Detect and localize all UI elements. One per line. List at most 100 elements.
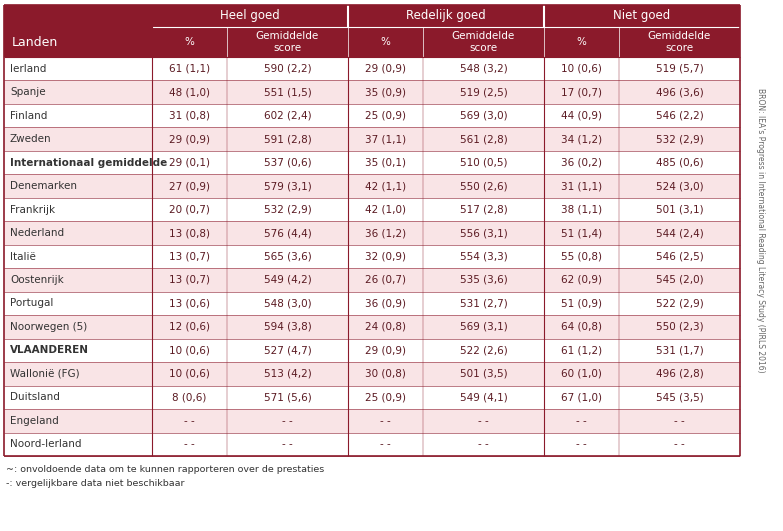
Text: %: % [576, 37, 586, 47]
Text: 569 (3,1): 569 (3,1) [460, 322, 507, 332]
Text: Ierland: Ierland [10, 64, 46, 74]
Bar [4, 5, 152, 57]
Text: 590 (2,2): 590 (2,2) [264, 64, 312, 74]
Bar [4, 268, 740, 292]
Bar [227, 27, 348, 57]
Text: 17 (0,7): 17 (0,7) [561, 87, 602, 97]
Text: Portugal: Portugal [10, 298, 53, 309]
Text: - -: - - [576, 416, 587, 426]
Text: 12 (0,6): 12 (0,6) [169, 322, 210, 332]
Text: 42 (1,1): 42 (1,1) [365, 181, 406, 191]
Text: 31 (1,1): 31 (1,1) [561, 181, 602, 191]
Bar [4, 386, 740, 409]
Text: 48 (1,0): 48 (1,0) [169, 87, 210, 97]
Text: Spanje: Spanje [10, 87, 45, 97]
Text: 25 (0,9): 25 (0,9) [365, 392, 406, 402]
Text: Internationaal gemiddelde: Internationaal gemiddelde [10, 158, 168, 168]
Text: 10 (0,6): 10 (0,6) [169, 345, 210, 355]
Bar [4, 127, 740, 151]
Text: - -: - - [478, 439, 489, 449]
Text: - -: - - [576, 439, 587, 449]
Text: 60 (1,0): 60 (1,0) [561, 369, 602, 379]
Bar [4, 57, 740, 81]
Text: Gemiddelde
score: Gemiddelde score [648, 31, 711, 53]
Text: 545 (3,5): 545 (3,5) [655, 392, 703, 402]
Text: Nederland: Nederland [10, 228, 64, 238]
Text: 594 (3,8): 594 (3,8) [264, 322, 312, 332]
Bar [4, 292, 740, 315]
Text: 51 (1,4): 51 (1,4) [561, 228, 602, 238]
Text: - -: - - [674, 439, 685, 449]
Text: 8 (0,6): 8 (0,6) [172, 392, 207, 402]
Text: Heel goed: Heel goed [220, 10, 280, 22]
Text: %: % [381, 37, 391, 47]
Text: 37 (1,1): 37 (1,1) [365, 134, 406, 144]
Bar [423, 27, 544, 57]
Text: 535 (3,6): 535 (3,6) [460, 275, 507, 285]
Text: - -: - - [380, 439, 391, 449]
Text: 61 (1,2): 61 (1,2) [561, 345, 602, 355]
Text: Redelijk goed: Redelijk goed [406, 10, 486, 22]
Text: 25 (0,9): 25 (0,9) [365, 110, 406, 121]
Text: Gemiddelde
score: Gemiddelde score [256, 31, 319, 53]
Text: 513 (4,2): 513 (4,2) [264, 369, 312, 379]
Text: 591 (2,8): 591 (2,8) [264, 134, 312, 144]
Text: 545 (2,0): 545 (2,0) [655, 275, 703, 285]
Bar [4, 81, 740, 104]
Text: 32 (0,9): 32 (0,9) [365, 252, 406, 261]
Text: 29 (0,9): 29 (0,9) [365, 345, 406, 355]
Text: 44 (0,9): 44 (0,9) [561, 110, 602, 121]
Bar [348, 27, 423, 57]
Bar [4, 409, 740, 433]
Text: 30 (0,8): 30 (0,8) [365, 369, 406, 379]
Text: 13 (0,7): 13 (0,7) [169, 275, 210, 285]
Text: 569 (3,0): 569 (3,0) [460, 110, 507, 121]
Text: 531 (1,7): 531 (1,7) [655, 345, 703, 355]
Text: 549 (4,1): 549 (4,1) [460, 392, 507, 402]
Text: 550 (2,6): 550 (2,6) [460, 181, 507, 191]
Text: 519 (2,5): 519 (2,5) [460, 87, 507, 97]
Text: - -: - - [380, 416, 391, 426]
Text: 42 (1,0): 42 (1,0) [365, 204, 406, 215]
Text: -: vergelijkbare data niet beschikbaar: -: vergelijkbare data niet beschikbaar [6, 479, 185, 488]
Text: 554 (3,3): 554 (3,3) [460, 252, 507, 261]
Text: Landen: Landen [12, 36, 58, 48]
Text: Wallonië (FG): Wallonië (FG) [10, 369, 80, 379]
Text: 10 (0,6): 10 (0,6) [561, 64, 602, 74]
Text: 51 (0,9): 51 (0,9) [561, 298, 602, 309]
Bar [4, 362, 740, 386]
Text: Zweden: Zweden [10, 134, 52, 144]
Text: 551 (1,5): 551 (1,5) [264, 87, 312, 97]
Text: 62 (0,9): 62 (0,9) [561, 275, 602, 285]
Bar [4, 339, 740, 362]
Text: - -: - - [282, 416, 293, 426]
Text: 561 (2,8): 561 (2,8) [460, 134, 507, 144]
Text: 546 (2,5): 546 (2,5) [655, 252, 703, 261]
Text: 36 (0,2): 36 (0,2) [561, 158, 602, 168]
Text: Denemarken: Denemarken [10, 181, 77, 191]
Text: Noorwegen (5): Noorwegen (5) [10, 322, 87, 332]
Text: Gemiddelde
score: Gemiddelde score [452, 31, 515, 53]
Text: 34 (1,2): 34 (1,2) [561, 134, 602, 144]
Text: 549 (4,2): 549 (4,2) [264, 275, 312, 285]
Text: - -: - - [478, 416, 489, 426]
Text: 532 (2,9): 532 (2,9) [264, 204, 312, 215]
Text: 501 (3,1): 501 (3,1) [655, 204, 703, 215]
Text: ~: onvoldoende data om te kunnen rapporteren over de prestaties: ~: onvoldoende data om te kunnen rapport… [6, 465, 324, 474]
Bar [4, 174, 740, 198]
Text: 522 (2,6): 522 (2,6) [460, 345, 507, 355]
Text: 38 (1,1): 38 (1,1) [561, 204, 602, 215]
Text: 602 (2,4): 602 (2,4) [264, 110, 312, 121]
Text: 35 (0,1): 35 (0,1) [365, 158, 406, 168]
Text: Finland: Finland [10, 110, 48, 121]
Bar [4, 433, 740, 456]
Bar [348, 5, 544, 27]
Text: 61 (1,1): 61 (1,1) [169, 64, 210, 74]
Text: 36 (1,2): 36 (1,2) [365, 228, 406, 238]
Text: 36 (0,9): 36 (0,9) [365, 298, 406, 309]
Text: 13 (0,8): 13 (0,8) [169, 228, 210, 238]
Text: 544 (2,4): 544 (2,4) [655, 228, 703, 238]
Text: 29 (0,9): 29 (0,9) [169, 134, 210, 144]
Text: 565 (3,6): 565 (3,6) [264, 252, 312, 261]
Text: - -: - - [282, 439, 293, 449]
